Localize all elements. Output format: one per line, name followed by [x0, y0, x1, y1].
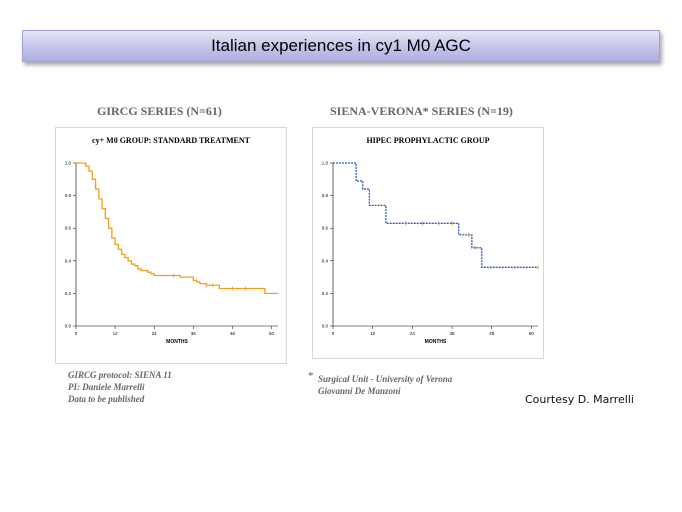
survival-curve — [76, 162, 278, 295]
left-note-1: GIRCG protocol: SIENA 11 — [68, 370, 172, 380]
x-axis-label: MONTHS — [425, 339, 447, 345]
y-tick-label: 0.6 — [65, 226, 72, 231]
y-axis-label: Cum Survival — [56, 228, 58, 261]
y-tick-label: 0.8 — [65, 193, 72, 198]
left-note-3: Data to be published — [68, 394, 145, 404]
x-tick-label: 48 — [489, 331, 495, 336]
x-axis-label: MONTHS — [166, 339, 188, 345]
survival-curve — [333, 162, 538, 268]
right-chart-title: HIPEC PROPHYLACTIC GROUP — [366, 136, 490, 145]
y-tick-label: 0.2 — [65, 291, 72, 296]
x-tick-label: 0 — [332, 331, 335, 336]
y-tick-label: 1.0 — [65, 161, 72, 166]
x-tick-label: 12 — [370, 331, 376, 336]
left-note-2: PI: Daniele Marrelli — [68, 382, 145, 392]
y-tick-label: 0.4 — [322, 258, 329, 263]
right-chart-svg: 0.0 0.2 0.4 0.6 0.8 1.0 0 12 24 36 48 60 MONTHS Cum S… — [313, 161, 539, 345]
x-tick-label: 60 — [269, 331, 275, 336]
x-tick-label: 12 — [113, 331, 119, 336]
y-tick-label: 0.0 — [65, 324, 72, 329]
x-tick-label: 0 — [75, 331, 78, 336]
x-tick-label: 48 — [230, 331, 236, 336]
title-banner: Italian experiences in cy1 M0 AGC — [22, 30, 660, 62]
x-tick-label: 60 — [529, 331, 535, 336]
x-tick-label: 36 — [450, 331, 456, 336]
y-tick-label: 0.0 — [322, 324, 329, 329]
right-note-1: Surgical Unit - University of Verona — [318, 374, 453, 384]
footnote-mark: * — [308, 370, 314, 382]
y-tick-label: 0.6 — [322, 226, 329, 231]
x-tick-label: 36 — [191, 331, 197, 336]
y-tick-label: 0.4 — [65, 258, 72, 263]
right-note-2: Giovanni De Manzoni — [318, 386, 401, 396]
y-axis-label: Cum Survival — [313, 228, 315, 261]
slide-title: Italian experiences in cy1 M0 AGC — [211, 36, 471, 55]
right-km-chart: HIPEC PROPHYLACTIC GROUP 0.0 0.2 0.4 0.6 0.8… — [312, 127, 544, 359]
courtesy-text: Courtesy D. Marrelli — [525, 393, 634, 406]
y-tick-label: 1.0 — [322, 161, 329, 166]
left-series-title: GIRCG SERIES (N=61) — [97, 104, 222, 118]
y-tick-label: 0.2 — [322, 291, 329, 296]
x-tick-label: 24 — [410, 331, 416, 336]
y-tick-label: 0.8 — [322, 193, 329, 198]
left-chart-svg: 0.0 0.2 0.4 0.6 0.8 1.0 0 12 24 36 48 60 MONTHS Cum S… — [56, 161, 278, 345]
right-series-title: SIENA-VERONA* SERIES (N=19) — [330, 104, 513, 118]
left-chart-title: cy+ M0 GROUP: STANDARD TREATMENT — [92, 136, 250, 145]
left-km-chart: cy+ M0 GROUP: STANDARD TREATMENT 0.0 0.2 0… — [55, 127, 287, 364]
x-tick-label: 24 — [152, 331, 158, 336]
